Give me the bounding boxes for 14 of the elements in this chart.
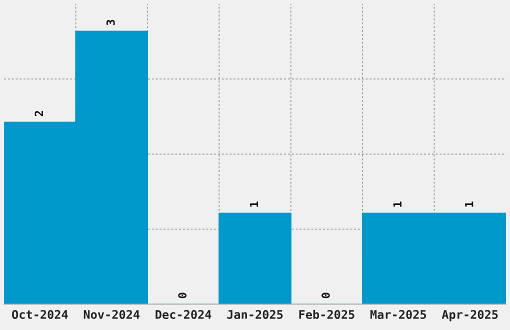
x-tick-label: Dec-2024: [156, 310, 212, 319]
data-label: 0: [178, 292, 187, 298]
data-label: 0: [322, 292, 330, 298]
data-label: 2: [34, 111, 43, 116]
x-tick-label: Nov-2024: [84, 310, 140, 319]
data-label: 1: [250, 202, 258, 207]
x-tick-label: Jan-2025: [227, 310, 283, 319]
data-label: 1: [393, 202, 402, 207]
x-tick-label: Feb-2025: [299, 310, 354, 319]
x-tick-label: Oct-2024: [12, 310, 68, 319]
x-tick-label: Apr-2025: [442, 310, 498, 322]
data-label: 3: [106, 20, 115, 26]
x-tick-label: Mar-2025: [370, 310, 426, 319]
data-label: 1: [465, 202, 474, 207]
